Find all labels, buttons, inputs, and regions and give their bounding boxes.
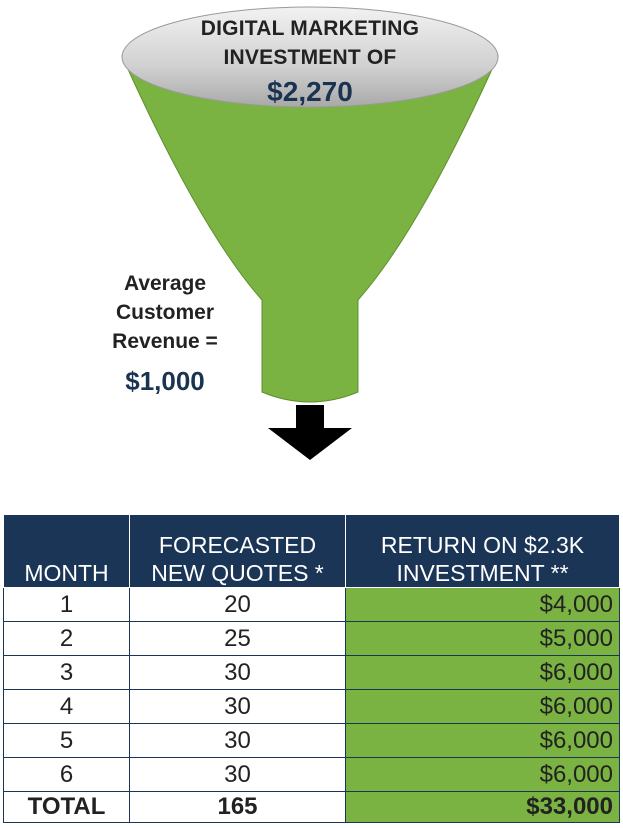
quotes-cell: 30 xyxy=(129,757,346,792)
return-cell: $6,000 xyxy=(345,723,620,758)
quotes-cell: 30 xyxy=(129,689,346,724)
header-return: RETURN ON $2.3K INVESTMENT ** xyxy=(345,514,620,588)
table-row: 2 25 $5,000 xyxy=(3,621,620,656)
return-cell: $6,000 xyxy=(345,757,620,792)
table-row: 1 20 $4,000 xyxy=(3,587,620,622)
total-return: $33,000 xyxy=(345,791,620,823)
avg-revenue-value: $1,000 xyxy=(125,366,205,396)
quotes-cell: 25 xyxy=(129,621,346,656)
return-cell: $4,000 xyxy=(345,587,620,622)
header-return-line1: RETURN ON $2.3K xyxy=(380,532,585,558)
header-quotes-line1: FORECASTED xyxy=(158,532,317,558)
avg-revenue-label-line2: Customer xyxy=(115,301,215,324)
table-header-row: MONTH FORECASTED NEW QUOTES * RETURN ON … xyxy=(3,514,620,588)
month-cell: 5 xyxy=(3,723,130,758)
month-cell: 2 xyxy=(3,621,130,656)
month-cell: 6 xyxy=(3,757,130,792)
header-quotes-line2: NEW QUOTES * xyxy=(151,560,324,586)
quotes-cell: 30 xyxy=(129,655,346,690)
table-row: 4 30 $6,000 xyxy=(3,689,620,724)
table-row: 5 30 $6,000 xyxy=(3,723,620,758)
funnel-title-line1: DIGITAL MARKETING xyxy=(200,17,420,40)
header-quotes: FORECASTED NEW QUOTES * xyxy=(129,514,346,588)
header-return-line2: INVESTMENT ** xyxy=(396,560,569,586)
month-cell: 3 xyxy=(3,655,130,690)
return-cell: $5,000 xyxy=(345,621,620,656)
month-cell: 1 xyxy=(3,587,130,622)
funnel-top-ellipse xyxy=(121,6,499,108)
table-row: 6 30 $6,000 xyxy=(3,757,620,792)
total-row: TOTAL 165 $33,000 xyxy=(3,791,620,823)
month-cell: 4 xyxy=(3,689,130,724)
down-arrow-icon xyxy=(268,405,352,460)
avg-revenue-label-line1: Average xyxy=(123,272,207,295)
total-quotes: 165 xyxy=(129,791,346,823)
funnel-title-line2: INVESTMENT OF xyxy=(223,46,397,69)
table-row: 3 30 $6,000 xyxy=(3,655,620,690)
total-label: TOTAL xyxy=(3,791,130,823)
funnel-body xyxy=(121,55,499,403)
investment-value: $2,270 xyxy=(267,76,353,107)
roi-table: MONTH FORECASTED NEW QUOTES * RETURN ON … xyxy=(3,514,620,823)
return-cell: $6,000 xyxy=(345,689,620,724)
quotes-cell: 30 xyxy=(129,723,346,758)
quotes-cell: 20 xyxy=(129,587,346,622)
avg-revenue-label-line3: Revenue = xyxy=(112,330,218,353)
header-month: MONTH xyxy=(3,514,130,588)
header-month-line2: MONTH xyxy=(24,560,109,586)
return-cell: $6,000 xyxy=(345,655,620,690)
funnel-graphic xyxy=(121,6,499,460)
